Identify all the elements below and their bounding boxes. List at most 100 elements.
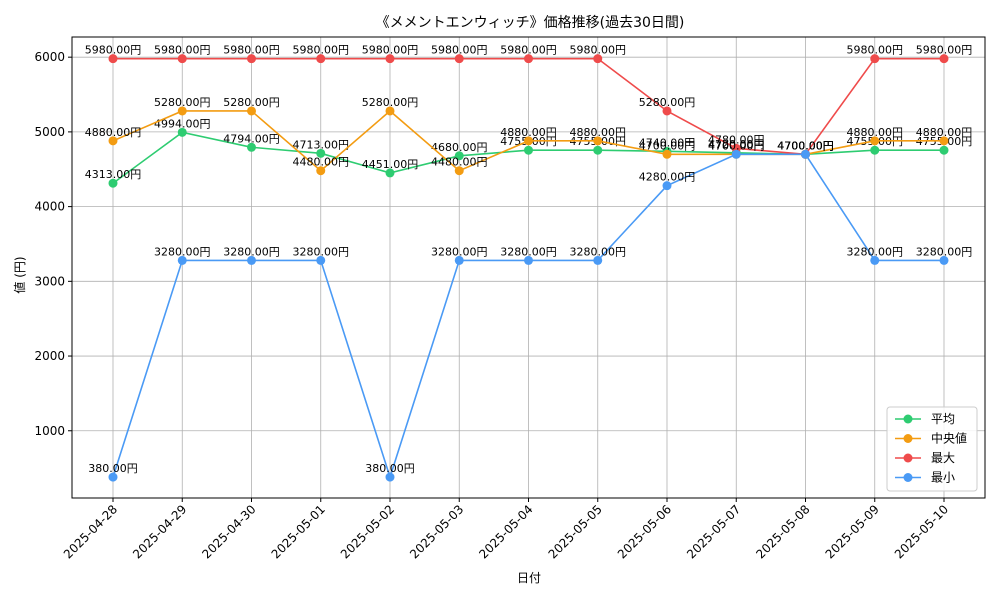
x-tick-label: 2025-05-03 [407, 502, 466, 561]
data-label: 380.00円 [365, 462, 415, 475]
data-label: 4880.00円 [85, 126, 142, 139]
data-label: 4313.00円 [85, 168, 142, 181]
data-point [247, 142, 256, 152]
data-point [385, 106, 395, 116]
data-point [316, 148, 326, 158]
data-label: 5980.00円 [293, 44, 350, 57]
data-label: 5980.00円 [362, 44, 419, 57]
x-tick-label: 2025-05-02 [338, 502, 397, 561]
data-label: 4700.00円 [708, 139, 765, 152]
x-ticks: 2025-04-28 2025-04-29 2025-04-30 2025-05-01… [61, 498, 951, 561]
data-label: 4700.00円 [777, 139, 834, 152]
data-label: 4480.00円 [293, 156, 350, 169]
data-point [593, 136, 603, 146]
data-point [385, 54, 395, 64]
data-point [316, 166, 326, 176]
data-point [939, 145, 949, 155]
x-tick-label: 2025-05-10 [892, 502, 951, 561]
data-point [593, 255, 603, 265]
data-label: 3280.00円 [500, 245, 557, 258]
data-label: 4280.00円 [639, 171, 696, 184]
data-label: 5980.00円 [847, 44, 904, 57]
data-label: 380.00円 [88, 462, 138, 475]
x-tick-label: 2025-05-07 [684, 502, 743, 561]
x-tick-label: 2025-04-30 [199, 502, 258, 561]
data-point [247, 255, 256, 265]
y-axis-title: 値 (円) [12, 256, 27, 293]
data-point [593, 145, 603, 155]
series-最小: 380.00円 3280.00円 3280.00円 3280.00円 380.00円 32… [88, 139, 972, 482]
legend-label: 最小 [931, 471, 955, 485]
data-point [454, 54, 464, 64]
data-label: 4994.00円 [154, 117, 211, 130]
grid-lines [72, 37, 985, 498]
data-point [385, 168, 395, 178]
data-label: 4740.00円 [639, 136, 696, 149]
data-label: 3280.00円 [570, 245, 627, 258]
data-point [662, 106, 672, 116]
y-tick-label: 1000 [34, 424, 65, 438]
data-label: 4451.00円 [362, 158, 419, 171]
data-point [316, 54, 326, 64]
data-point [524, 255, 533, 265]
data-label: 5980.00円 [500, 44, 557, 57]
data-point [524, 54, 533, 64]
data-label: 5280.00円 [639, 96, 696, 109]
y-tick-label: 3000 [34, 274, 65, 288]
data-point [870, 54, 880, 64]
x-tick-label: 2025-05-04 [476, 502, 535, 561]
data-label: 5980.00円 [431, 44, 488, 57]
y-tick-label: 6000 [34, 50, 65, 64]
data-label: 4880.00円 [570, 126, 627, 139]
data-label: 5980.00円 [570, 44, 627, 57]
x-tick-label: 2025-04-28 [61, 502, 120, 561]
legend-label: 平均 [931, 412, 955, 426]
data-point [177, 127, 187, 137]
data-label: 5280.00円 [362, 96, 419, 109]
legend-marker [903, 434, 913, 443]
data-point [662, 181, 672, 191]
data-label: 4794.00円 [223, 132, 280, 145]
data-point [801, 149, 810, 159]
data-label: 3280.00円 [431, 245, 488, 258]
x-tick-label: 2025-05-01 [269, 502, 328, 561]
data-point [177, 255, 187, 265]
data-point [247, 106, 256, 116]
data-point [870, 145, 880, 155]
data-point [939, 54, 949, 64]
data-point [316, 255, 326, 265]
legend-marker [903, 473, 913, 482]
data-label: 5980.00円 [223, 44, 280, 57]
data-label: 4700.00円 [777, 139, 834, 152]
data-point [108, 54, 118, 64]
data-label: 4680.00円 [431, 141, 488, 154]
y-tick-label: 4000 [34, 200, 65, 214]
data-point [454, 255, 464, 265]
legend-label: 最大 [931, 451, 955, 465]
x-tick-label: 2025-05-05 [546, 502, 605, 561]
data-label: 4700.00円 [777, 139, 834, 152]
data-point [662, 149, 672, 159]
x-tick-label: 2025-05-08 [753, 502, 812, 561]
data-label: 5980.00円 [916, 44, 973, 57]
data-point [593, 54, 603, 64]
data-point [177, 106, 187, 116]
legend-box [886, 406, 978, 492]
data-label: 4700.00円 [777, 139, 834, 152]
data-label: 5280.00円 [154, 96, 211, 109]
data-point [177, 54, 187, 64]
legend-marker [903, 414, 913, 424]
data-point [108, 136, 118, 146]
data-point [454, 151, 464, 161]
data-label: 3280.00円 [847, 245, 904, 258]
y-tick-label: 5000 [34, 125, 65, 139]
data-label: 4713.00円 [293, 138, 350, 151]
data-point [524, 145, 533, 155]
x-axis-title: 日付 [517, 571, 541, 585]
series-group: 4313.00円 4994.00円 4794.00円 4713.00円 4451.00円… [85, 44, 973, 482]
data-point [385, 472, 395, 482]
chart-title: 《メメントエンウィッチ》価格推移(過去30日間) [376, 15, 685, 31]
data-point [108, 472, 118, 482]
